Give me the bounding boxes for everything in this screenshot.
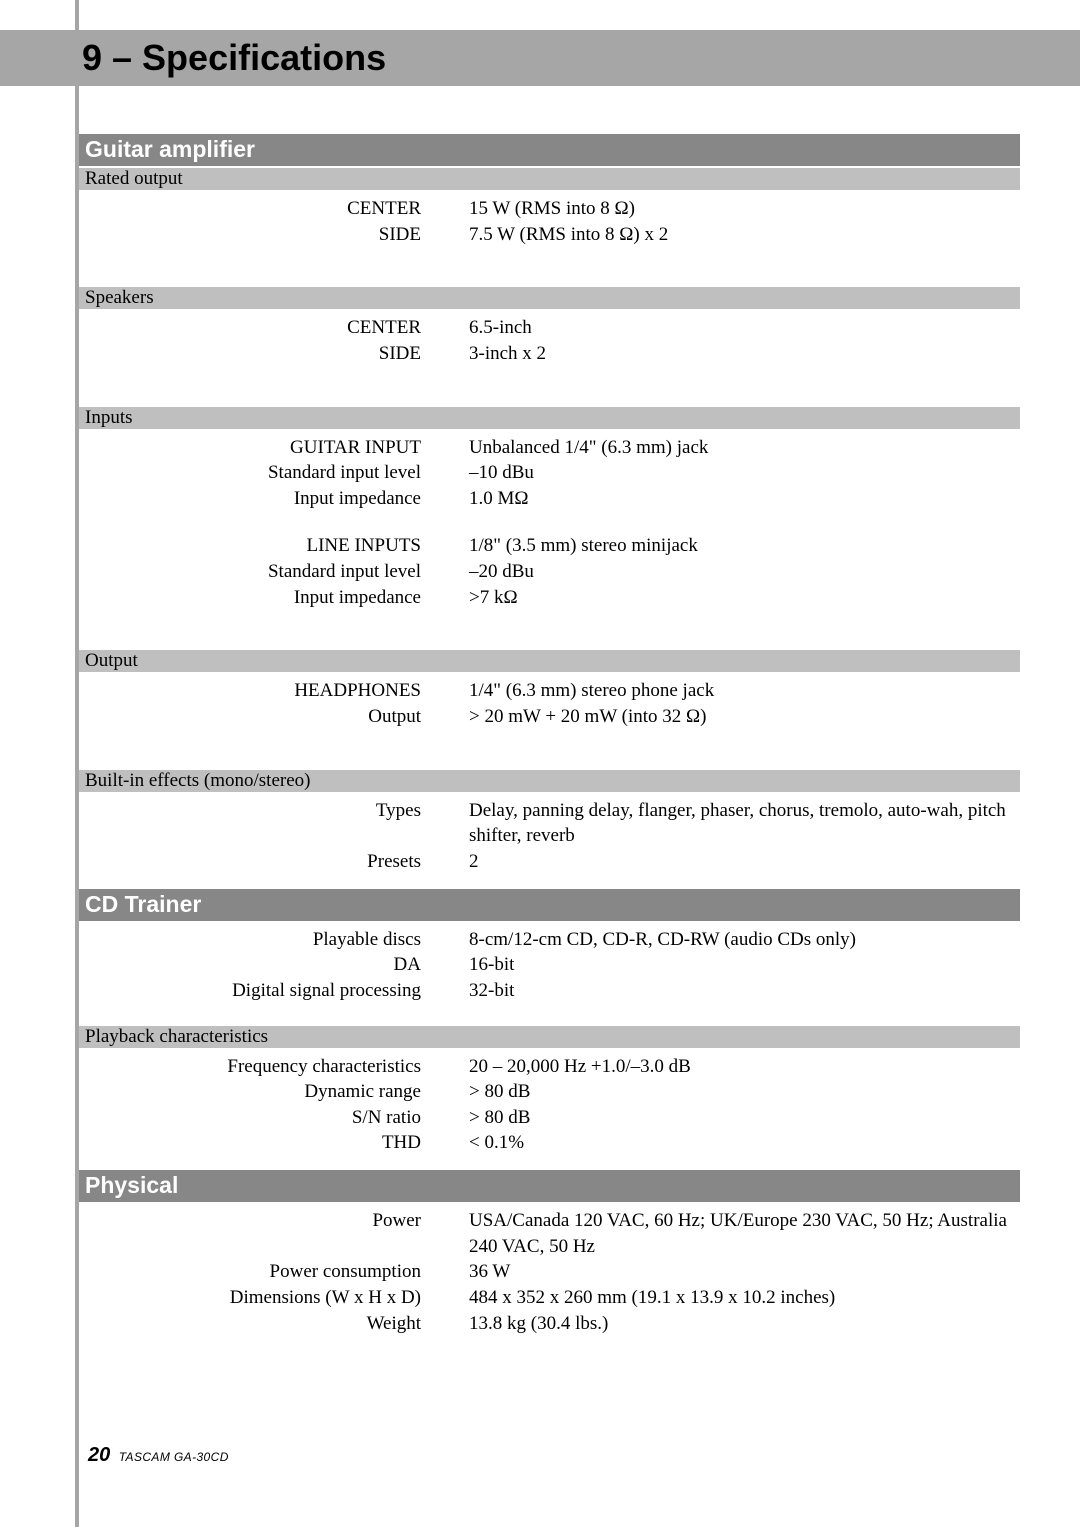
section-cd-trainer: CD Trainer — [79, 889, 1020, 921]
spec-row: HEADPHONES 1/4" (6.3 mm) stereo phone ja… — [79, 678, 1020, 704]
spec-row: Types Delay, panning delay, flanger, pha… — [79, 798, 1020, 849]
spec-value: 1.0 MΩ — [469, 486, 1020, 512]
document-page: 9 – Specifications Guitar amplifier Rate… — [0, 0, 1080, 1527]
section-guitar-amplifier: Guitar amplifier — [79, 134, 1020, 166]
spec-label: THD — [79, 1130, 469, 1156]
spec-value: 484 x 352 x 260 mm (19.1 x 13.9 x 10.2 i… — [469, 1285, 1020, 1311]
spec-row: Input impedance 1.0 MΩ — [79, 486, 1020, 512]
page-footer: 20 TASCAM GA-30CD — [88, 1444, 229, 1467]
spec-row: Frequency characteristics 20 – 20,000 Hz… — [79, 1054, 1020, 1080]
spec-value: 3-inch x 2 — [469, 341, 1020, 367]
spec-label: Input impedance — [79, 585, 469, 611]
spec-value: > 80 dB — [469, 1105, 1020, 1131]
spec-label: Standard input level — [79, 559, 469, 585]
spec-value: 36 W — [469, 1259, 1020, 1285]
spec-label: Standard input level — [79, 460, 469, 486]
spec-value: –20 dBu — [469, 559, 1020, 585]
spec-row: Standard input level –20 dBu — [79, 559, 1020, 585]
spec-row: Standard input level –10 dBu — [79, 460, 1020, 486]
spec-value: –10 dBu — [469, 460, 1020, 486]
spec-row: Power consumption 36 W — [79, 1259, 1020, 1285]
spec-row: SIDE 7.5 W (RMS into 8 Ω) x 2 — [79, 222, 1020, 248]
spec-row: Playable discs 8-cm/12-cm CD, CD-R, CD-R… — [79, 927, 1020, 953]
sub-output: Output — [79, 650, 1020, 672]
spec-row: Output > 20 mW + 20 mW (into 32 Ω) — [79, 704, 1020, 730]
spec-label: Dimensions (W x H x D) — [79, 1285, 469, 1311]
spec-value: >7 kΩ — [469, 585, 1020, 611]
spec-label: DA — [79, 952, 469, 978]
sub-rated-output: Rated output — [79, 168, 1020, 190]
spec-label: Power consumption — [79, 1259, 469, 1285]
spec-row: SIDE 3-inch x 2 — [79, 341, 1020, 367]
spec-value: 20 – 20,000 Hz +1.0/–3.0 dB — [469, 1054, 1020, 1080]
spec-label: Presets — [79, 849, 469, 875]
spec-label: Dynamic range — [79, 1079, 469, 1105]
spec-label: Power — [79, 1208, 469, 1259]
spec-row: Dimensions (W x H x D) 484 x 352 x 260 m… — [79, 1285, 1020, 1311]
spec-value: 32-bit — [469, 978, 1020, 1004]
spec-row: DA 16-bit — [79, 952, 1020, 978]
spec-label: SIDE — [79, 222, 469, 248]
spec-label: Playable discs — [79, 927, 469, 953]
spec-label: CENTER — [79, 196, 469, 222]
spec-label: SIDE — [79, 341, 469, 367]
spec-label: CENTER — [79, 315, 469, 341]
chapter-header-band: 9 – Specifications — [0, 30, 1080, 86]
spec-label: Types — [79, 798, 469, 849]
spec-label: Weight — [79, 1311, 469, 1337]
page-number: 20 — [88, 1444, 110, 1466]
spec-row: Digital signal processing 32-bit — [79, 978, 1020, 1004]
spec-label: Input impedance — [79, 486, 469, 512]
spec-value: Delay, panning delay, flanger, phaser, c… — [469, 798, 1020, 849]
spec-content: Guitar amplifier Rated output CENTER 15 … — [79, 120, 1020, 1336]
spec-value: 1/4" (6.3 mm) stereo phone jack — [469, 678, 1020, 704]
spec-value: 8-cm/12-cm CD, CD-R, CD-RW (audio CDs on… — [469, 927, 1020, 953]
spec-row: CENTER 6.5-inch — [79, 315, 1020, 341]
sub-playback: Playback characteristics — [79, 1026, 1020, 1048]
spec-label: GUITAR INPUT — [79, 435, 469, 461]
spec-value: 2 — [469, 849, 1020, 875]
spec-value: < 0.1% — [469, 1130, 1020, 1156]
spec-value: 16-bit — [469, 952, 1020, 978]
spec-value: 13.8 kg (30.4 lbs.) — [469, 1311, 1020, 1337]
spec-label: Output — [79, 704, 469, 730]
spec-row: GUITAR INPUT Unbalanced 1/4" (6.3 mm) ja… — [79, 435, 1020, 461]
sub-speakers: Speakers — [79, 287, 1020, 309]
spec-row: Presets 2 — [79, 849, 1020, 875]
spec-label: S/N ratio — [79, 1105, 469, 1131]
spec-value: 6.5-inch — [469, 315, 1020, 341]
spec-value: > 80 dB — [469, 1079, 1020, 1105]
chapter-title: 9 – Specifications — [82, 37, 386, 79]
spec-label: Frequency characteristics — [79, 1054, 469, 1080]
spec-value: USA/Canada 120 VAC, 60 Hz; UK/Europe 230… — [469, 1208, 1020, 1259]
spec-row: THD < 0.1% — [79, 1130, 1020, 1156]
spec-label: LINE INPUTS — [79, 533, 469, 559]
spec-row: S/N ratio > 80 dB — [79, 1105, 1020, 1131]
spec-value: 15 W (RMS into 8 Ω) — [469, 196, 1020, 222]
spec-label: Digital signal processing — [79, 978, 469, 1004]
spec-row: Dynamic range > 80 dB — [79, 1079, 1020, 1105]
spec-row: Input impedance >7 kΩ — [79, 585, 1020, 611]
spec-value: 7.5 W (RMS into 8 Ω) x 2 — [469, 222, 1020, 248]
spec-value: 1/8" (3.5 mm) stereo minijack — [469, 533, 1020, 559]
spec-value: > 20 mW + 20 mW (into 32 Ω) — [469, 704, 1020, 730]
sub-inputs: Inputs — [79, 407, 1020, 429]
spec-row: CENTER 15 W (RMS into 8 Ω) — [79, 196, 1020, 222]
spec-row: LINE INPUTS 1/8" (3.5 mm) stereo minijac… — [79, 533, 1020, 559]
sub-effects: Built-in effects (mono/stereo) — [79, 770, 1020, 792]
spec-value: Unbalanced 1/4" (6.3 mm) jack — [469, 435, 1020, 461]
spec-row: Power USA/Canada 120 VAC, 60 Hz; UK/Euro… — [79, 1208, 1020, 1259]
section-physical: Physical — [79, 1170, 1020, 1202]
spec-label: HEADPHONES — [79, 678, 469, 704]
spec-row: Weight 13.8 kg (30.4 lbs.) — [79, 1311, 1020, 1337]
product-name: TASCAM GA-30CD — [119, 1450, 229, 1464]
